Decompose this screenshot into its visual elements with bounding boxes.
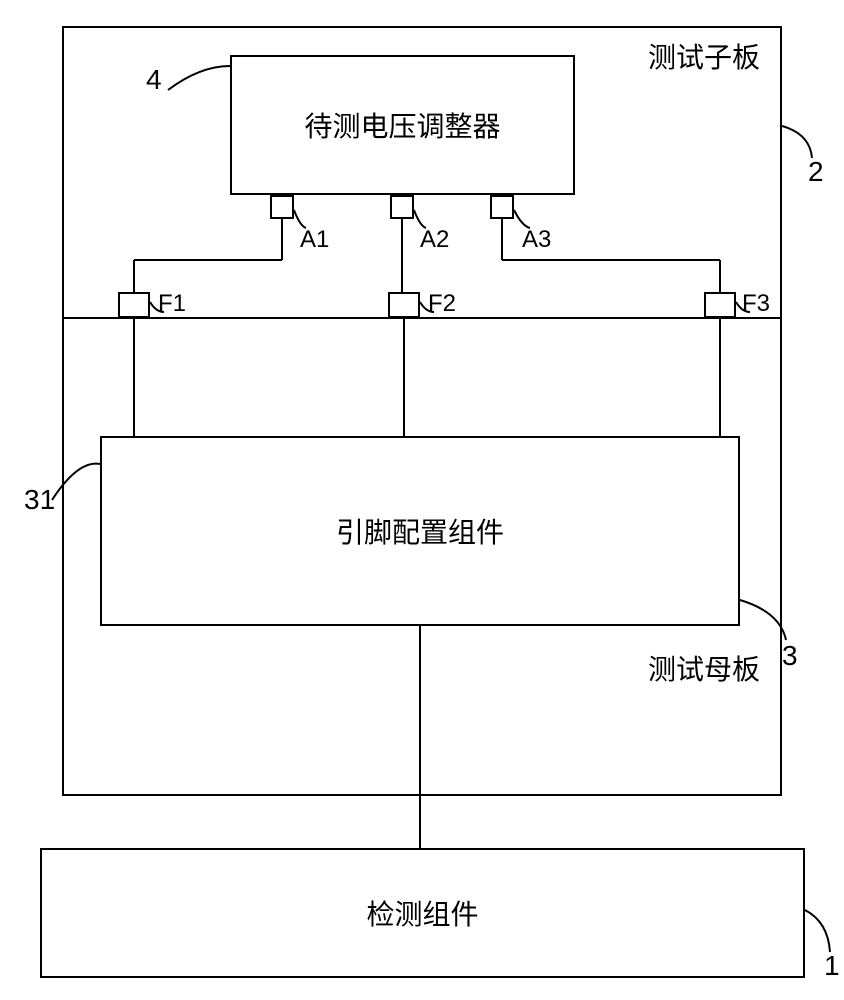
main-board-label: 测试母板 — [648, 648, 760, 688]
detector-box: 检测组件 — [40, 848, 805, 978]
sub-board-label: 测试子板 — [648, 36, 760, 76]
pin-a3-label: A3 — [522, 226, 551, 254]
pin-f1 — [118, 292, 150, 318]
dut-box: 待测电压调整器 — [230, 55, 575, 195]
pin-a2-label: A2 — [420, 226, 449, 254]
pin-a1-label: A1 — [300, 226, 329, 254]
callout-4: 4 — [146, 64, 162, 96]
pin-f3-label: F3 — [742, 290, 770, 318]
pin-f2 — [388, 292, 420, 318]
pin-config-box: 引脚配置组件 — [100, 436, 740, 626]
callout-31: 31 — [24, 484, 55, 516]
pin-config-label: 引脚配置组件 — [336, 511, 504, 551]
callout-1: 1 — [824, 950, 840, 982]
pin-a3 — [490, 195, 514, 219]
callout-2: 2 — [808, 156, 824, 188]
dut-label: 待测电压调整器 — [304, 105, 500, 145]
pin-f3 — [704, 292, 736, 318]
pin-f1-label: F1 — [158, 290, 186, 318]
pin-a1 — [270, 195, 294, 219]
callout-3: 3 — [782, 640, 798, 672]
pin-f2-label: F2 — [428, 290, 456, 318]
pin-a2 — [390, 195, 414, 219]
detector-label: 检测组件 — [366, 893, 478, 933]
